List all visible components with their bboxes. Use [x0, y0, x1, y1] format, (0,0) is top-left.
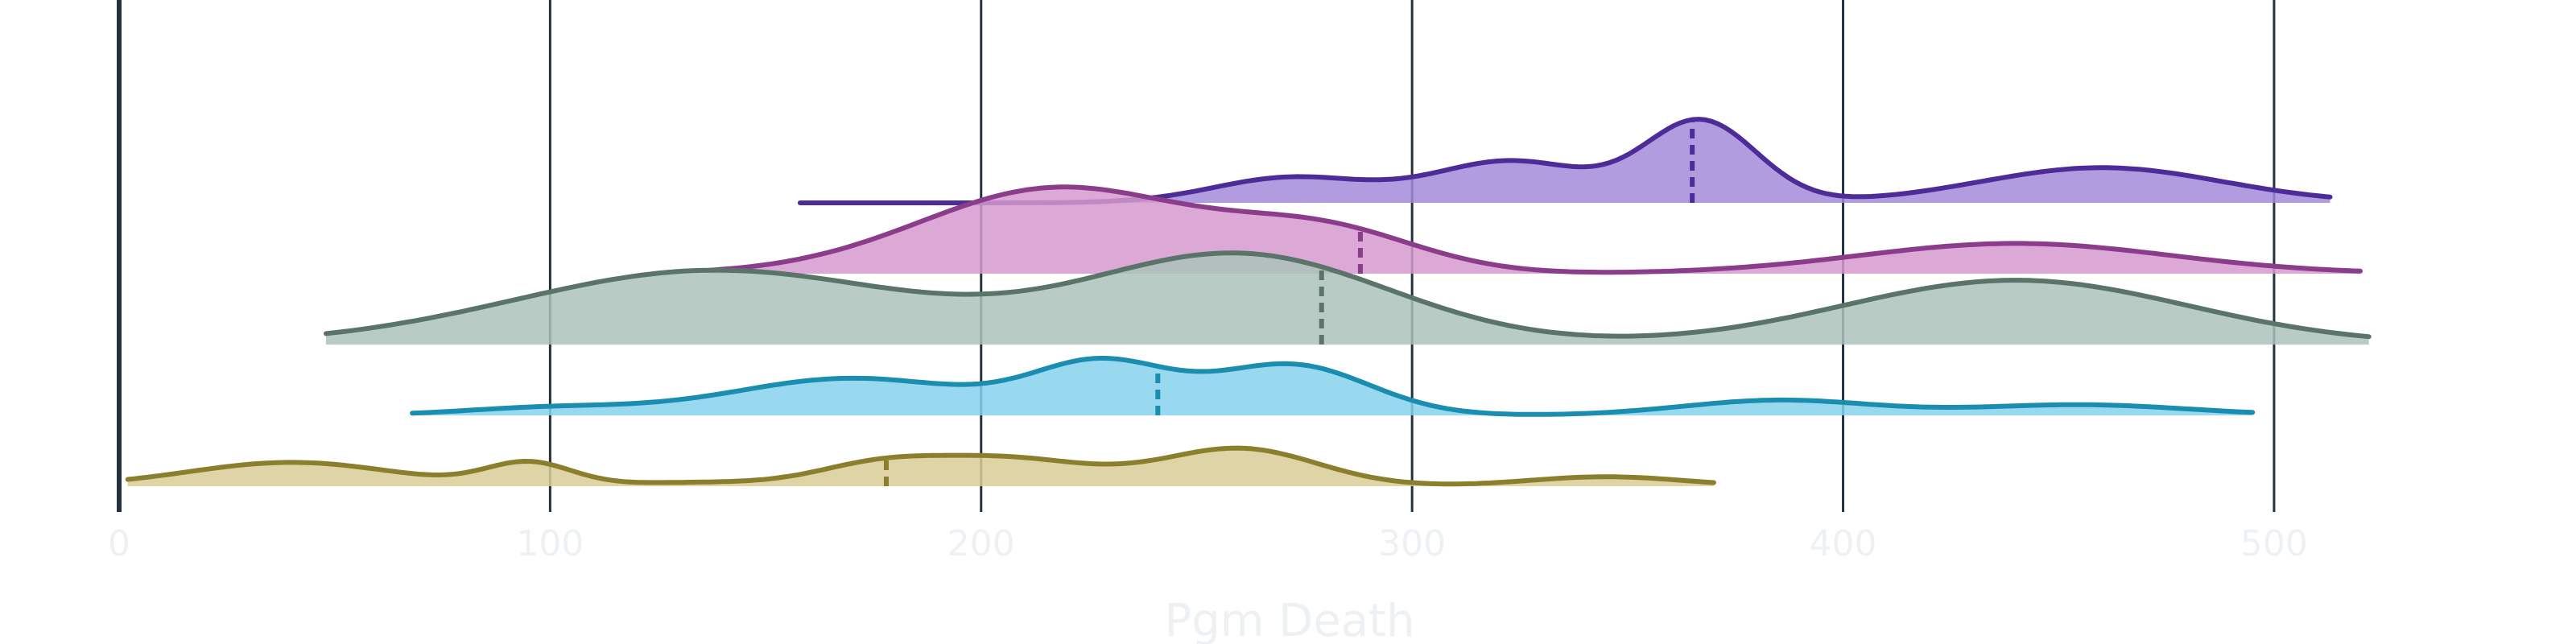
- ridge-area: [127, 448, 1714, 486]
- ridge-line: [707, 184, 2363, 275]
- ridge-line: [125, 445, 1716, 487]
- ridge-series: [324, 250, 2372, 345]
- x-tick-label: 500: [2240, 523, 2308, 564]
- x-axis-title: Pgm Death: [1164, 595, 1414, 644]
- ridge-series: [410, 355, 2256, 417]
- x-tick-label: 300: [1378, 523, 1446, 564]
- ridge-series: [125, 445, 1716, 487]
- ridge-line: [410, 355, 2256, 417]
- x-tick-labels: 0 100 200 300 400 500: [108, 523, 2308, 564]
- density-ridges: [125, 117, 2372, 487]
- x-tick-label: 400: [1810, 523, 1877, 564]
- ridge-area: [799, 119, 2330, 203]
- x-tick-label: 200: [947, 523, 1015, 564]
- ridge-area: [326, 253, 2369, 345]
- x-tick-label: 100: [516, 523, 584, 564]
- ridge-line: [324, 250, 2372, 340]
- ridge-series: [707, 184, 2363, 275]
- ridge-area: [709, 187, 2360, 274]
- x-tick-label: 0: [108, 523, 130, 564]
